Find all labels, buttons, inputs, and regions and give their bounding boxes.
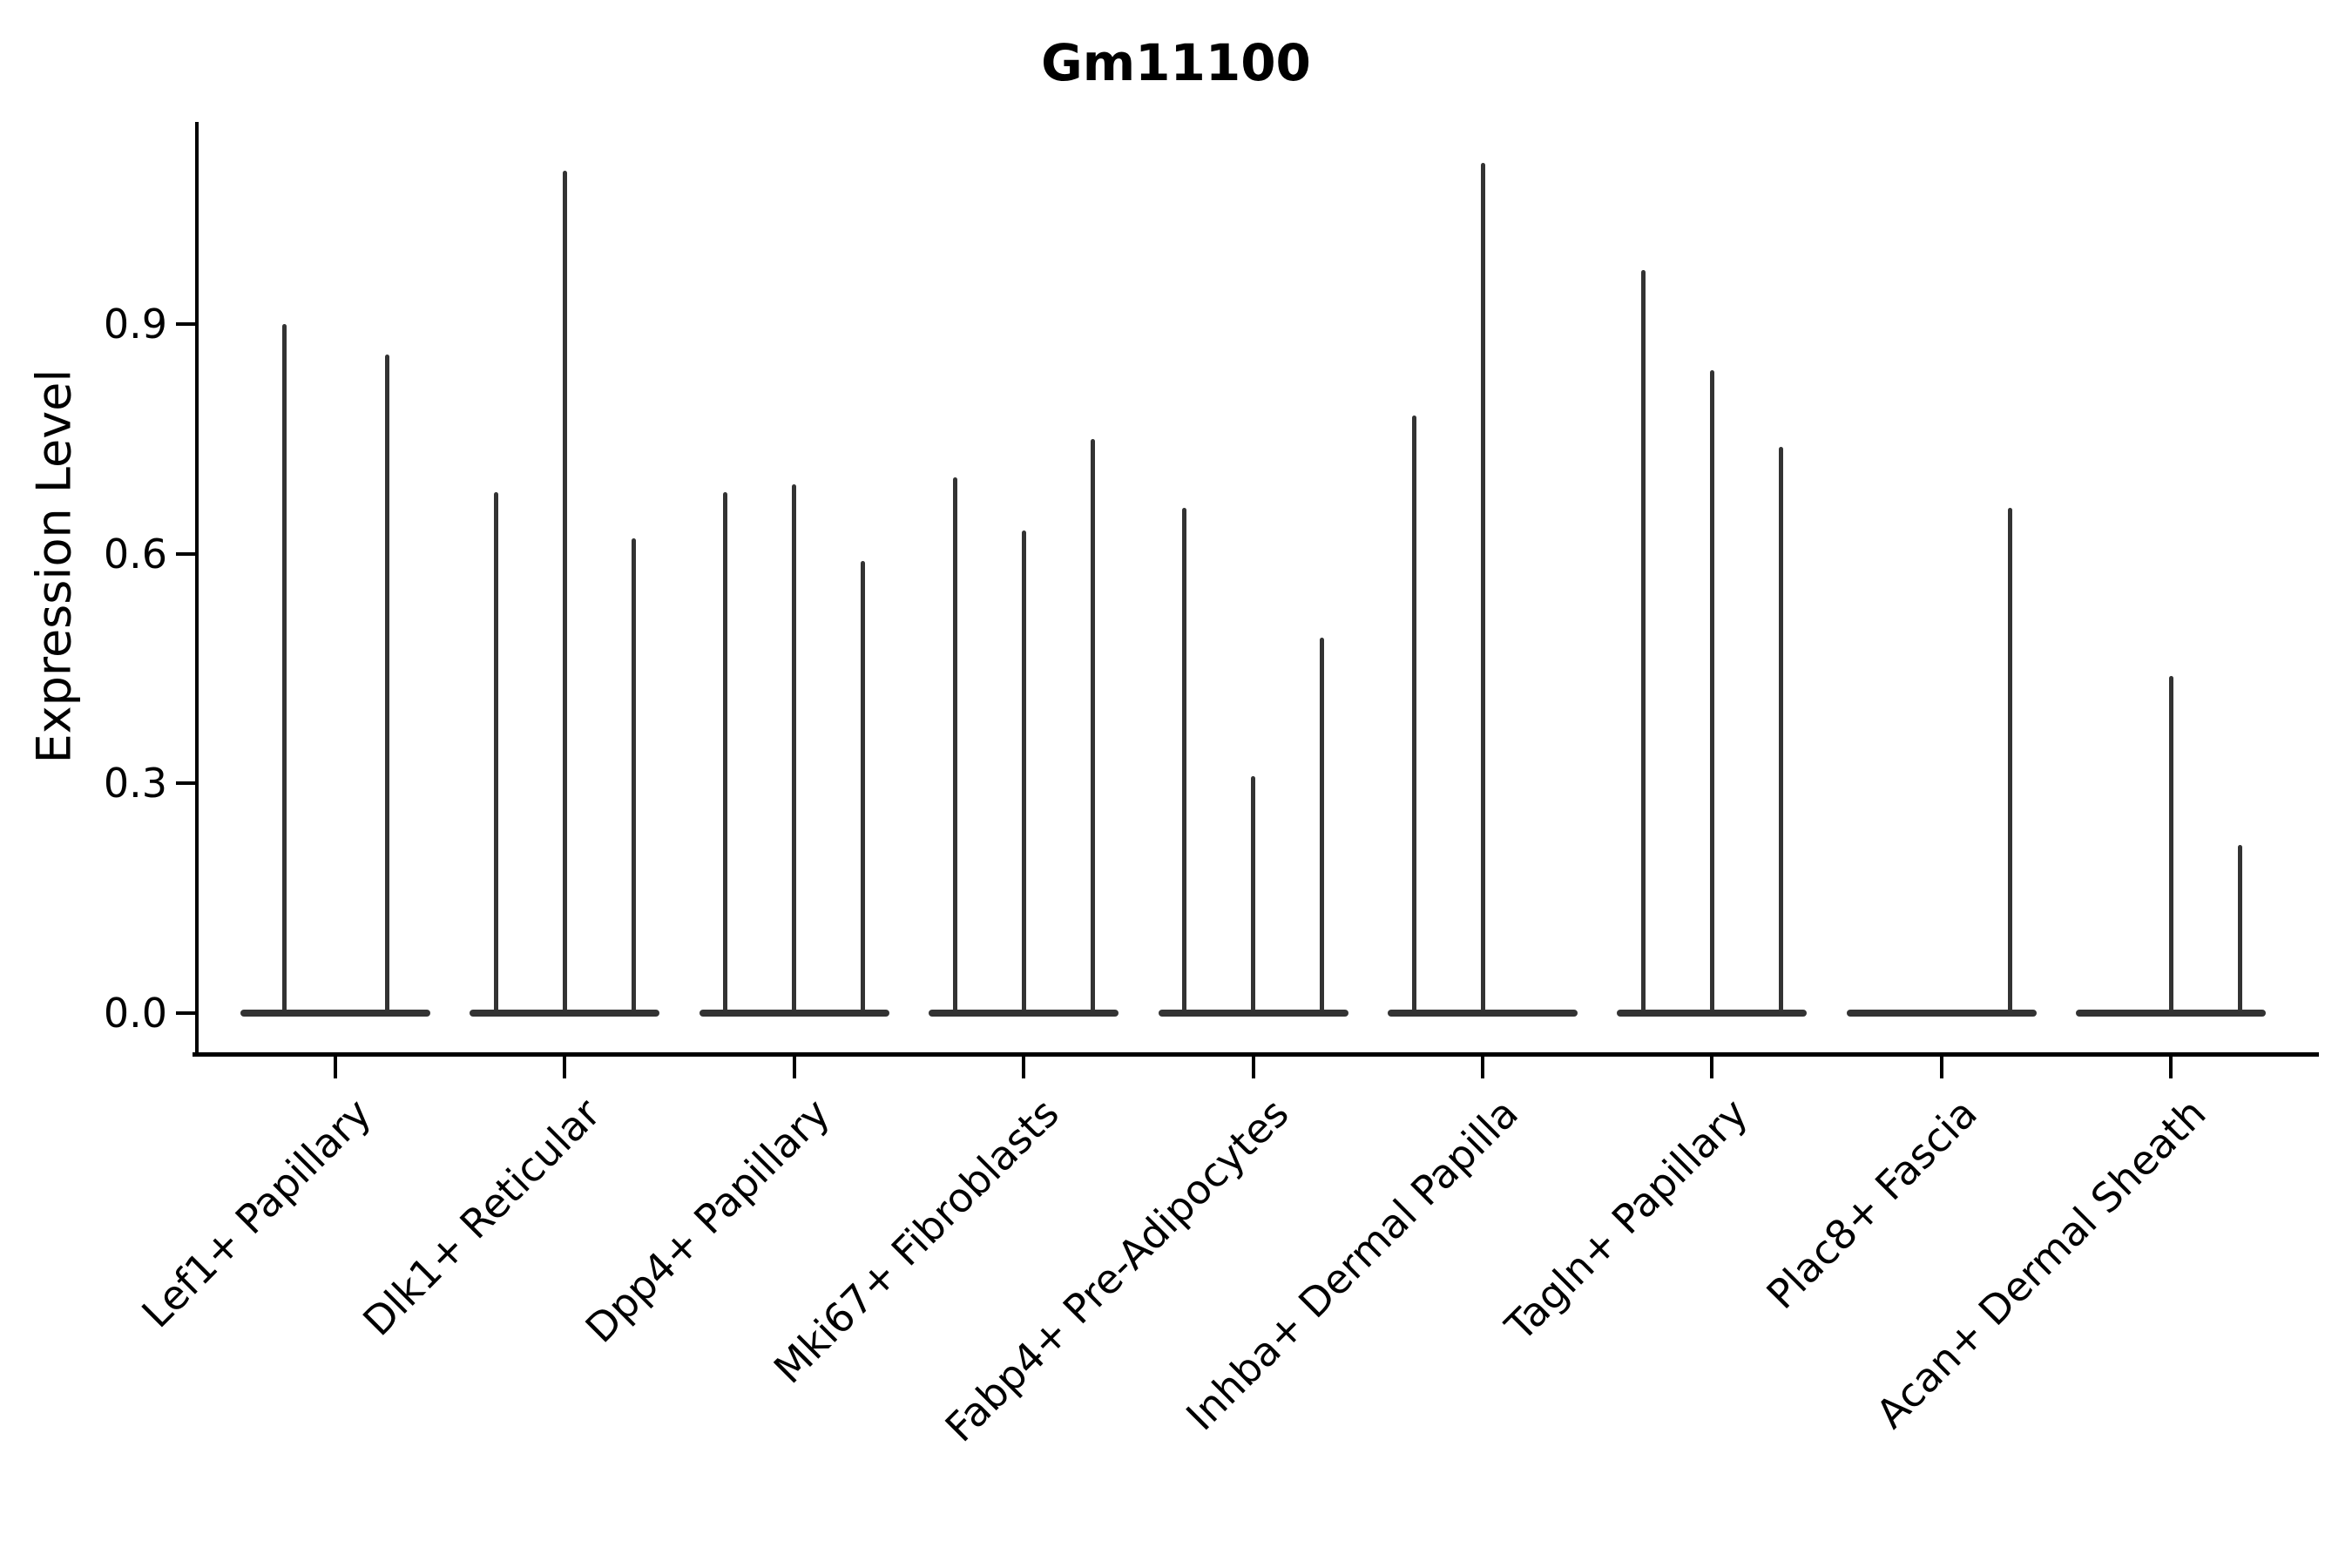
violin-spike (384, 355, 389, 1015)
x-axis-spine (193, 1052, 2319, 1057)
y-tick-mark (176, 321, 195, 326)
x-tick-mark (1939, 1057, 1943, 1078)
x-tick-label: Plac8+ Fascia (1757, 1089, 1986, 1318)
y-tick-label: 0.6 (103, 530, 167, 578)
x-tick-mark (792, 1057, 796, 1078)
x-tick-label: Tagln+ Papillary (1496, 1089, 1757, 1350)
violin-spike (1778, 446, 1783, 1015)
violin-spike (723, 492, 728, 1015)
violin-spike (792, 484, 797, 1015)
violin-spike (281, 323, 287, 1015)
violin-spike (493, 492, 498, 1015)
chart-title: Gm11100 (1041, 33, 1311, 92)
violin-spike (562, 171, 567, 1015)
y-tick-mark (176, 781, 195, 786)
y-axis-spine (195, 122, 199, 1057)
x-tick-mark (2169, 1057, 2173, 1078)
violin-spike (2168, 676, 2173, 1015)
y-tick-mark (176, 1011, 195, 1015)
violin-spike (1411, 416, 1416, 1015)
violin-spike (1251, 775, 1256, 1015)
y-tick-label: 0.3 (103, 760, 167, 808)
x-tick-mark (1710, 1057, 1714, 1078)
violin-spike (1480, 163, 1485, 1015)
violin-spike (952, 476, 957, 1015)
x-tick-label: Dlk1+ Reticular (353, 1089, 610, 1345)
x-tick-mark (1022, 1057, 1026, 1078)
violin-spike (1090, 438, 1095, 1015)
violin-spike (1021, 531, 1026, 1015)
x-tick-mark (1251, 1057, 1255, 1078)
x-tick-mark (563, 1057, 567, 1078)
x-tick-label: Lef1+ Papillary (132, 1089, 380, 1337)
x-tick-mark (334, 1057, 337, 1078)
violin-base (1846, 1010, 2037, 1017)
y-tick-mark (176, 551, 195, 556)
violin-spike (1182, 507, 1187, 1015)
violin-spike (1640, 270, 1646, 1015)
violin-spike (861, 561, 866, 1015)
violin-spike (2008, 507, 2013, 1015)
violin-spike (2237, 844, 2242, 1015)
violin-spike (631, 538, 636, 1015)
violin-base (240, 1010, 430, 1017)
violin-spike (1320, 638, 1325, 1015)
x-tick-mark (1481, 1057, 1484, 1078)
x-tick-label: Dpp4+ Papillary (576, 1089, 839, 1352)
violin-spike (1709, 369, 1714, 1015)
y-tick-label: 0.9 (103, 300, 167, 348)
y-tick-label: 0.0 (103, 990, 167, 1037)
